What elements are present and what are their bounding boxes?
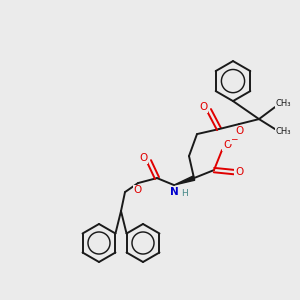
Text: O: O: [223, 140, 231, 150]
Text: N: N: [169, 187, 178, 197]
Text: O: O: [236, 126, 244, 136]
Text: O: O: [139, 153, 147, 163]
Polygon shape: [174, 176, 195, 185]
Text: O: O: [199, 102, 207, 112]
Text: O: O: [235, 167, 243, 177]
Text: O: O: [134, 185, 142, 195]
Text: CH₃: CH₃: [275, 99, 291, 108]
Text: H: H: [182, 189, 188, 198]
Text: −: −: [230, 135, 238, 144]
Text: CH₃: CH₃: [275, 127, 291, 136]
